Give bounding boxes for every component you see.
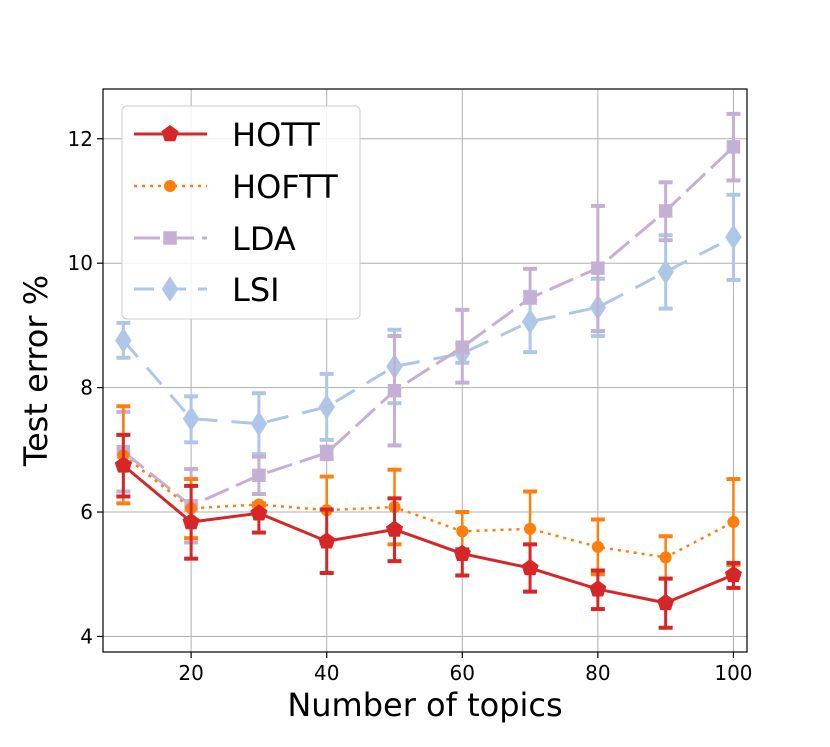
legend-label-hoftt: HOFTT <box>232 168 338 206</box>
hott-point <box>182 512 200 530</box>
hott-point <box>589 580 607 597</box>
hott-point <box>453 544 471 561</box>
legend-frame <box>121 105 361 320</box>
hoftt-point <box>456 525 469 538</box>
hott-point <box>385 520 404 537</box>
hoftt-point <box>591 540 604 553</box>
legend-marker-hoftt <box>163 179 177 193</box>
x-tick-label: 80 <box>585 661 610 685</box>
series-lda <box>116 111 741 545</box>
x-tick-label: 20 <box>178 661 203 685</box>
hoftt-point <box>727 515 740 529</box>
legend-label-lda: LDA <box>232 220 296 258</box>
lda-point <box>455 340 470 354</box>
hott-line <box>122 464 735 605</box>
legend-marker-lsi <box>161 276 179 302</box>
legend-label-lsi: LSI <box>232 271 280 309</box>
x-tick-label: 100 <box>714 661 752 685</box>
lda-point <box>658 204 673 218</box>
lda-point <box>523 291 537 305</box>
y-tick-label: 4 <box>80 624 93 648</box>
hott-point <box>657 593 675 611</box>
legend-marker-hott <box>161 125 179 142</box>
lda-point <box>387 383 402 398</box>
lsi-point <box>725 224 742 250</box>
lda-point <box>726 140 741 154</box>
hott-point <box>724 565 742 583</box>
hoftt-point <box>524 522 537 535</box>
lsi-point <box>182 405 200 432</box>
series-layer <box>114 111 742 630</box>
hott-point <box>521 559 539 576</box>
y-tick-label: 6 <box>80 500 93 524</box>
legend-label-hott: HOTT <box>232 116 320 154</box>
legend: HOTT HOFTT LDA LSI <box>121 105 361 320</box>
ticks: 20 40 60 80 100 4 6 8 10 12 <box>68 127 753 685</box>
lda-point <box>319 446 334 460</box>
hott-point <box>318 532 336 549</box>
y-tick-label: 10 <box>68 251 93 275</box>
series-hoftt <box>116 404 741 581</box>
y-tick-label: 12 <box>68 127 93 151</box>
lsi-point <box>115 327 132 354</box>
hott-point <box>250 504 268 521</box>
hoftt-point <box>659 551 672 564</box>
plot-frame <box>102 88 748 653</box>
lsi-point <box>657 259 674 285</box>
series-hott <box>114 432 742 630</box>
lsi-point <box>318 394 335 420</box>
lsi-point <box>250 410 268 437</box>
lda-line <box>122 145 735 508</box>
y-tick-label: 8 <box>80 376 93 400</box>
x-tick-label: 60 <box>450 661 475 685</box>
legend-marker-lda <box>163 231 177 245</box>
x-tick-label: 40 <box>314 661 339 685</box>
x-axis-label: Number of topics <box>287 686 562 724</box>
hott-point <box>114 456 132 473</box>
lda-point <box>252 468 266 483</box>
lsi-point <box>521 308 539 335</box>
y-axis-label: Test error % <box>17 275 55 467</box>
lda-point <box>591 261 605 275</box>
